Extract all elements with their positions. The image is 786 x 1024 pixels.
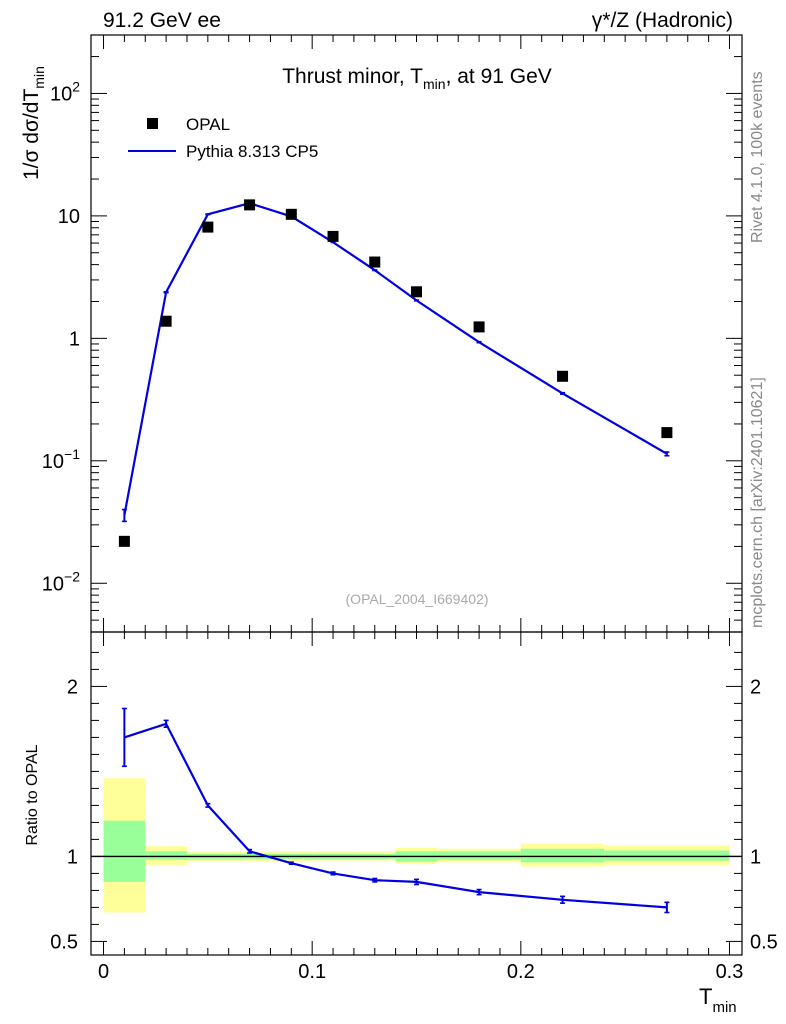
opal-point <box>118 535 130 547</box>
legend-label-pythia: Pythia 8.313 CP5 <box>186 142 318 161</box>
x-axis-label: Tmin <box>699 984 737 1016</box>
ratio-bands <box>103 778 730 913</box>
main-ylabel-sub: min <box>31 66 47 89</box>
mcplots-label: mcplots.cern.ch [arXiv:2401.10621] <box>749 377 766 628</box>
opal-point <box>661 427 673 439</box>
header-left: 91.2 GeV ee <box>103 9 221 32</box>
main-y-tick-label: 10 <box>58 206 80 228</box>
main-y-tick-label: 10−1 <box>42 446 80 473</box>
ratio-y-tick-label-right: 0.5 <box>750 931 778 953</box>
ratio-y-tick-label: 2 <box>67 676 78 698</box>
x-axis-label-pre: T <box>699 984 712 1009</box>
ratio-axes: 0 0.1 0.2 0.3 0.5 0.5 1 1 2 2 <box>50 632 778 983</box>
plot-title-pre: Thrust minor, T <box>282 65 423 88</box>
opal-point <box>160 315 172 327</box>
ratio-stat-uncertainty-band <box>437 851 521 860</box>
main-ylabel: 1/σ dσ/dTmin <box>20 66 47 180</box>
ratio-stat-uncertainty-band <box>145 851 187 860</box>
pythia-line <box>123 202 668 516</box>
ratio-stat-uncertainty-band <box>103 820 146 882</box>
main-y-tick-exp: −1 <box>64 446 80 462</box>
main-y-tick-exp: 2 <box>72 78 80 94</box>
opal-point <box>327 230 339 242</box>
opal-point <box>202 221 214 233</box>
plot-title-sub: min <box>423 76 446 92</box>
ratio-y-tick-label: 0.5 <box>50 931 78 953</box>
main-y-tick-label: 10−2 <box>42 568 80 595</box>
ratio-y-tick-label-right: 2 <box>750 676 761 698</box>
plot-title: Thrust minor, Tmin, at 91 GeV <box>282 65 552 92</box>
legend: OPAL Pythia 8.313 CP5 <box>128 115 318 161</box>
legend-marker-opal <box>147 118 158 129</box>
ratio-stat-uncertainty-band <box>604 850 730 861</box>
ratio-plot-panel: 0 0.1 0.2 0.3 0.5 0.5 1 1 2 2 <box>50 631 778 983</box>
x-tick-label: 0.2 <box>507 961 535 983</box>
ratio-y-tick-label: 1 <box>67 846 78 868</box>
ratio-ylabel: Ratio to OPAL <box>24 744 41 845</box>
main-data-layer <box>118 199 673 547</box>
x-axis-label-sub: min <box>712 999 736 1016</box>
main-y-tick-label: 1 <box>69 328 80 350</box>
main-y-tick-exp: −2 <box>64 568 80 584</box>
legend-label-opal: OPAL <box>186 115 230 134</box>
ratio-stat-uncertainty-band <box>520 848 605 863</box>
ratio-pythia-line <box>124 722 667 909</box>
plot-title-post: , at 91 GeV <box>446 65 552 88</box>
opal-point <box>411 286 422 298</box>
opal-point <box>285 208 297 220</box>
main-y-tick-base: 10 <box>42 451 64 473</box>
ratio-data-layer <box>121 707 670 914</box>
main-y-tick-label: 102 <box>50 78 80 105</box>
opal-point <box>557 370 569 382</box>
opal-point <box>369 256 381 268</box>
opal-point <box>244 199 256 211</box>
x-tick-label: 0.1 <box>298 961 326 983</box>
opal-point <box>473 321 485 333</box>
x-tick-label: 0.3 <box>716 961 744 983</box>
ratio-frame <box>90 631 743 956</box>
header-right: γ*/Z (Hadronic) <box>592 9 733 32</box>
main-ylabel-pre: 1/σ dσ/dT <box>20 89 43 180</box>
x-tick-label: 0 <box>98 961 109 983</box>
rivet-label: Rivet 4.1.0, 100k events <box>749 71 766 243</box>
main-y-tick-base: 10 <box>50 83 72 105</box>
ratio-y-tick-label-right: 1 <box>750 846 761 868</box>
analysis-watermark: (OPAL_2004_I669402) <box>346 591 489 607</box>
main-y-tick-base: 10 <box>42 573 64 595</box>
